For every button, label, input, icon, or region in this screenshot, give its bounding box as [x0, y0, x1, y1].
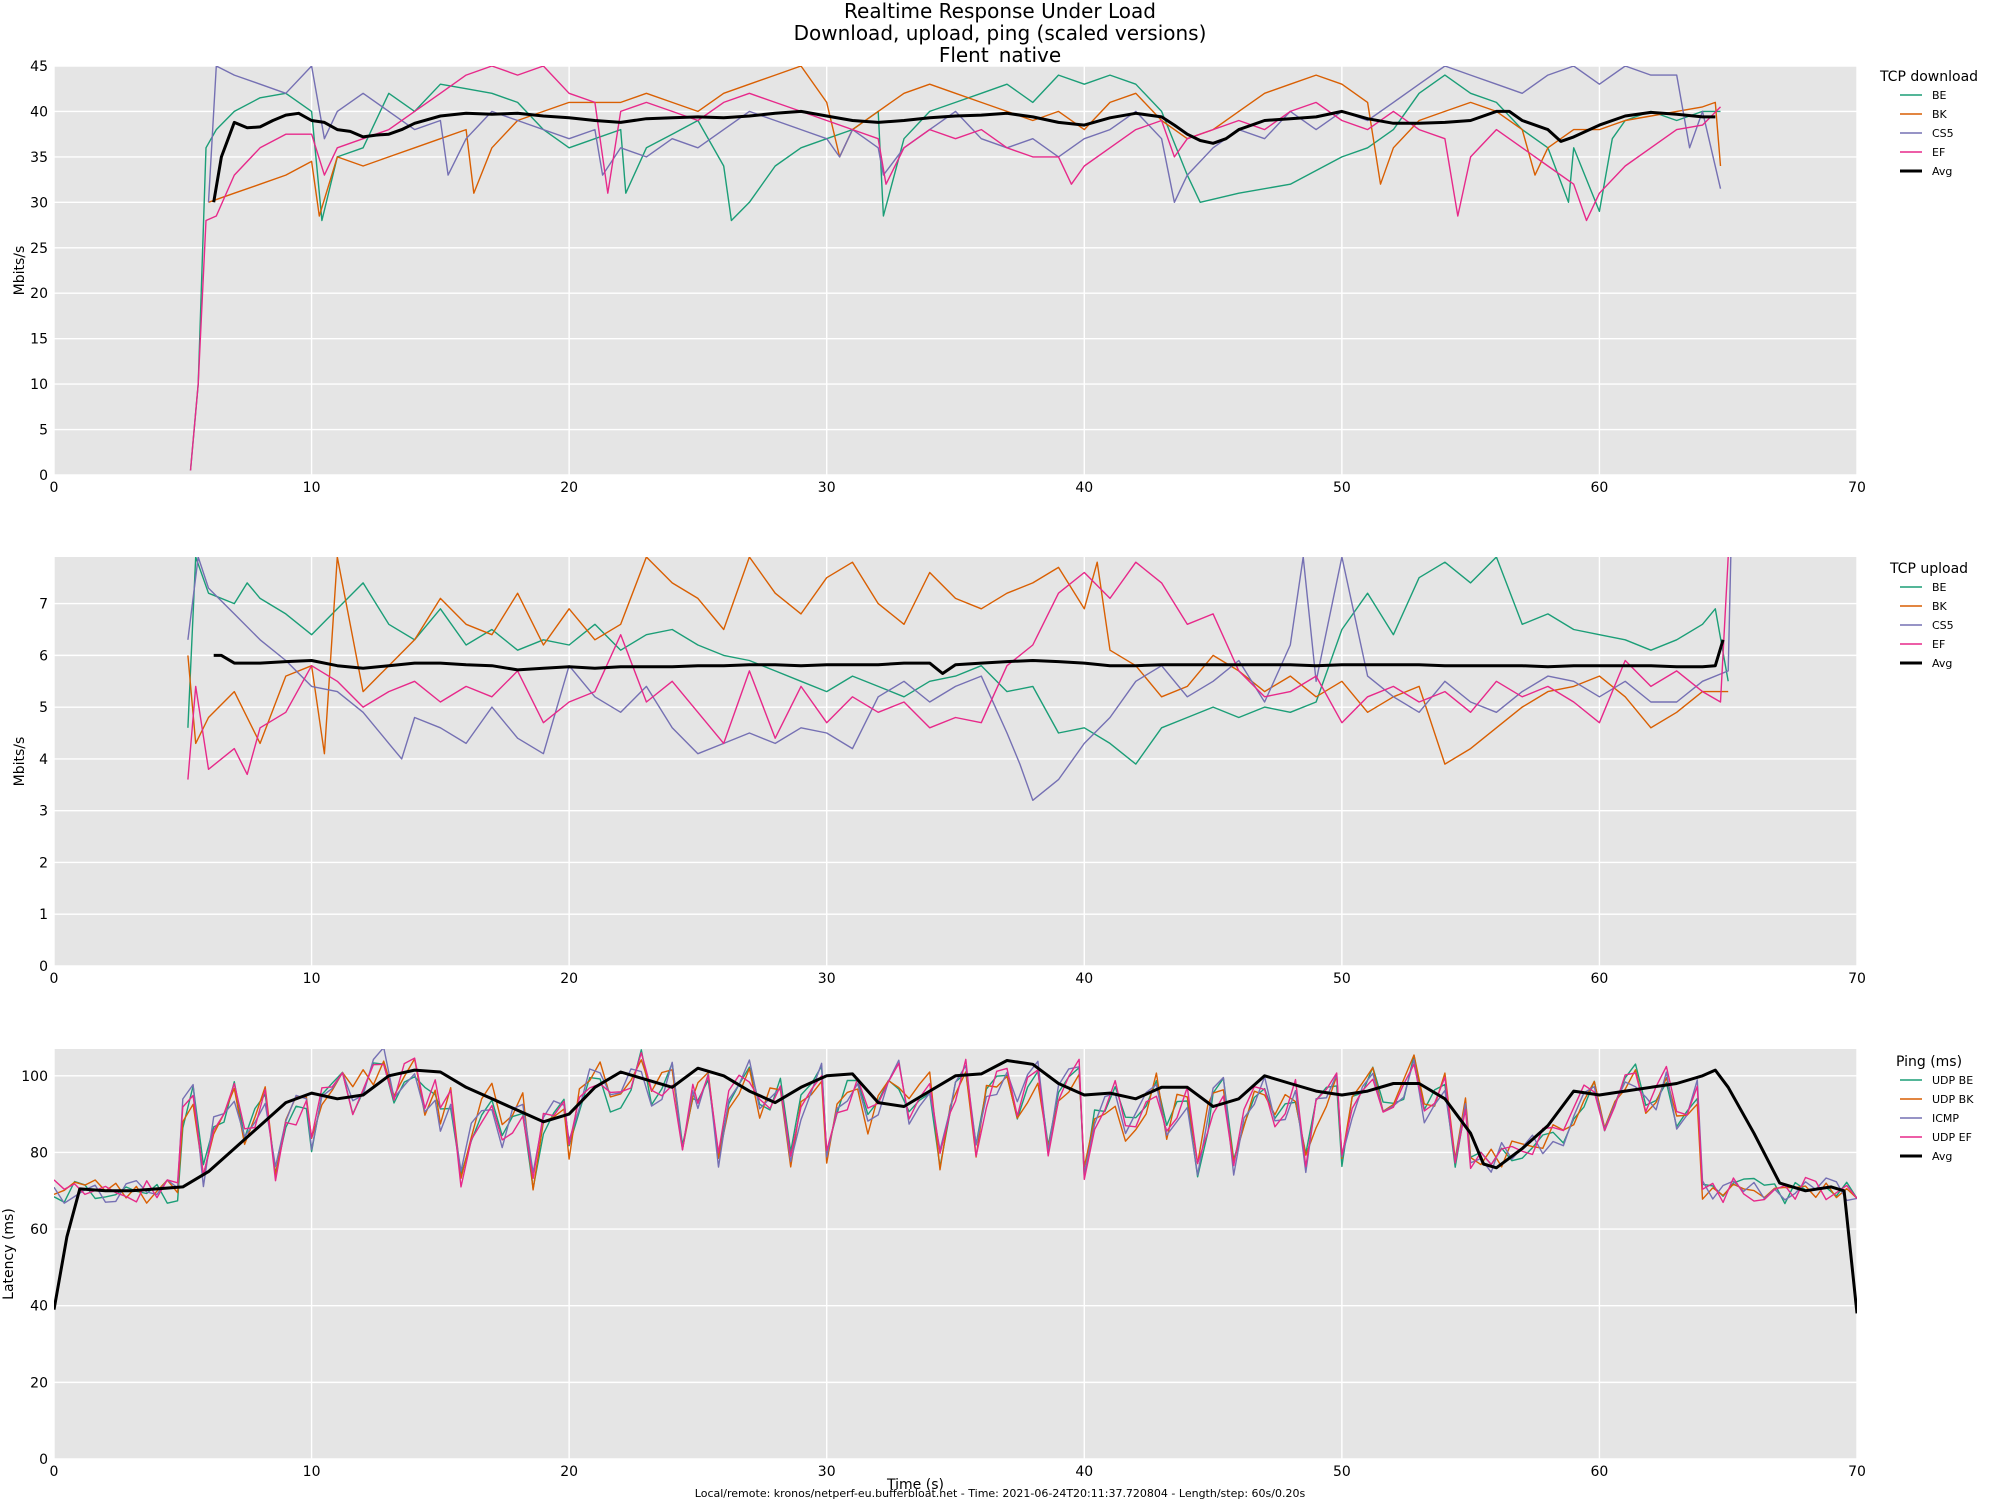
legend-label: Avg [1932, 657, 1952, 670]
legend-title: Ping (ms) [1896, 1054, 1962, 1070]
x-tick-label: 70 [1848, 971, 1866, 987]
legend-label: EF [1932, 638, 1945, 651]
series-line-avg [213, 639, 1725, 675]
y-tick-label: 5 [39, 423, 48, 439]
x-tick-label: 50 [1333, 1464, 1351, 1480]
plot-area [54, 557, 1857, 966]
series-line-udp-bk [54, 1054, 1857, 1204]
y-tick-label: 25 [30, 241, 48, 257]
chart-panel-1: 0 5 10 15 20 25 30 35 40 45 0 10 20 30 40 50 60 70 Mbits/s… [12, 59, 1978, 496]
y-tick-label: 20 [30, 1375, 48, 1391]
y-tick-label: 40 [30, 104, 48, 120]
x-tick-label: 60 [1591, 1464, 1609, 1480]
legend-label: UDP BE [1932, 1074, 1973, 1087]
legend-label: UDP EF [1932, 1131, 1972, 1144]
series-line-be [189, 74, 1721, 471]
x-tick-label: 50 [1333, 971, 1351, 987]
y-tick-label: 30 [30, 195, 48, 211]
legend-title: TCP upload [1889, 561, 1968, 577]
x-tick-label: 30 [818, 971, 836, 987]
y-tick-label: 1 [39, 907, 48, 923]
x-tick-label: 0 [50, 1464, 59, 1480]
x-tick-label: 0 [50, 971, 59, 987]
series-line-cs5 [187, 557, 1732, 801]
series-group [187, 557, 1732, 801]
series-line-bk [208, 66, 1722, 217]
y-axis-label: Mbits/s [12, 737, 28, 787]
legend-label: BE [1932, 89, 1947, 102]
x-tick-label: 10 [303, 1464, 321, 1480]
y-tick-label: 20 [30, 286, 48, 302]
legend-label: Avg [1932, 165, 1952, 178]
x-tick-label: 40 [1075, 971, 1093, 987]
y-tick-label: 6 [39, 648, 48, 664]
chart-panel-3: 0 20 40 60 80 100 0 10 20 30 40 50 60 70 Latency (ms) T… [1, 1049, 1974, 1493]
legend-label: CS5 [1932, 619, 1954, 632]
legend-label: BK [1932, 600, 1948, 613]
series-line-ef [187, 557, 1729, 780]
plot-area [54, 66, 1857, 475]
footer-metadata: Local/remote: kronos/netperf-eu.bufferbl… [694, 1487, 1306, 1500]
chart-title-line-3: Flent_native [938, 43, 1062, 67]
x-tick-label: 20 [560, 1464, 578, 1480]
x-tick-label: 0 [50, 480, 59, 496]
x-tick-label: 40 [1075, 1464, 1093, 1480]
chart-title-line-2: Download, upload, ping (scaled versions) [793, 21, 1207, 45]
series-group [189, 66, 1722, 471]
legend-title: TCP download [1879, 69, 1978, 85]
legend-label: CS5 [1932, 127, 1954, 140]
x-tick-label: 60 [1591, 971, 1609, 987]
x-tick-label: 30 [818, 1464, 836, 1480]
y-tick-label: 35 [30, 150, 48, 166]
legend-label: BE [1932, 581, 1947, 594]
y-tick-label: 4 [39, 752, 48, 768]
x-tick-label: 20 [560, 971, 578, 987]
x-tick-label: 30 [818, 480, 836, 496]
y-axis-label: Latency (ms) [1, 1208, 17, 1300]
series-line-icmp [54, 1049, 1857, 1204]
series-line-avg [212, 109, 1716, 203]
y-tick-label: 60 [30, 1222, 48, 1238]
series-line-udp-ef [54, 1052, 1857, 1204]
y-tick-label: 2 [39, 855, 48, 871]
x-tick-label: 50 [1333, 480, 1351, 496]
x-tick-label: 20 [560, 480, 578, 496]
x-tick-label: 10 [303, 971, 321, 987]
y-tick-label: 5 [39, 700, 48, 716]
y-axis-label: Mbits/s [12, 246, 28, 296]
y-tick-label: 3 [39, 804, 48, 820]
y-tick-label: 80 [30, 1145, 48, 1161]
x-tick-label: 40 [1075, 480, 1093, 496]
legend-label: BK [1932, 108, 1948, 121]
series-line-bk [187, 557, 1729, 765]
legend-label: ICMP [1932, 1112, 1959, 1125]
y-tick-label: 0 [39, 959, 48, 975]
y-tick-label: 10 [30, 377, 48, 393]
y-tick-label: 15 [30, 332, 48, 348]
legend-label: Avg [1932, 1150, 1952, 1163]
x-tick-label: 10 [303, 480, 321, 496]
y-tick-label: 40 [30, 1299, 48, 1315]
x-axis-label: Time (s) [886, 1477, 944, 1493]
x-tick-label: 70 [1848, 480, 1866, 496]
x-tick-label: 70 [1848, 1464, 1866, 1480]
y-tick-label: 100 [21, 1069, 48, 1085]
legend-label: UDP BK [1932, 1093, 1974, 1106]
legend-label: EF [1932, 146, 1945, 159]
y-tick-label: 0 [39, 468, 48, 484]
chart-title-line-1: Realtime Response Under Load [844, 0, 1156, 23]
y-tick-label: 7 [39, 597, 48, 613]
y-tick-label: 45 [30, 59, 48, 75]
chart-title: Realtime Response Under Load Download, u… [0, 0, 2000, 66]
y-tick-label: 0 [39, 1452, 48, 1468]
x-tick-label: 60 [1591, 480, 1609, 496]
series-line-ef [189, 66, 1721, 471]
plot-area [54, 1049, 1857, 1459]
series-line-be [187, 557, 1729, 765]
series-line-avg [54, 1059, 1857, 1314]
series-group [54, 1049, 1857, 1314]
